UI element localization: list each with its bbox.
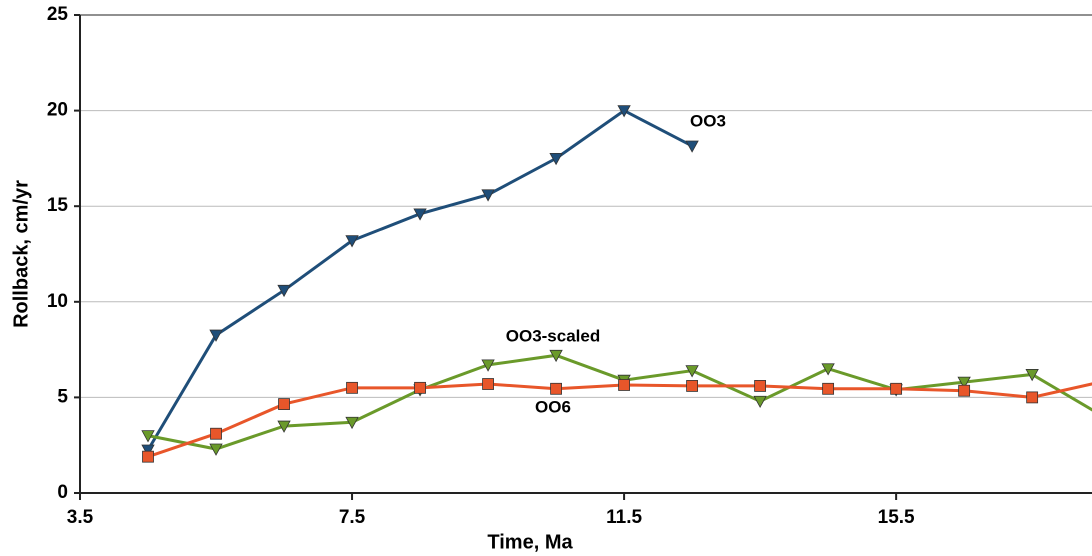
x-tick-label: 3.5 [67, 507, 94, 528]
marker [141, 430, 155, 443]
marker [549, 153, 563, 166]
marker [957, 376, 971, 389]
marker [277, 284, 291, 298]
y-axis-title: Rollback, cm/yr [10, 180, 32, 328]
x-tick-label: 15.5 [878, 507, 915, 528]
marker [890, 382, 903, 395]
labels: OO3 OO3-scaled OO6 [506, 111, 726, 416]
axes: 0 5 10 15 20 25 3.5 7.5 11.5 15.5 [47, 4, 1092, 528]
y-tick-label: 10 [47, 291, 68, 312]
marker [821, 363, 835, 376]
marker [414, 381, 426, 394]
marker [754, 380, 767, 392]
marker [753, 395, 767, 409]
marker [346, 381, 358, 394]
series-line [146, 108, 693, 451]
marker [210, 427, 222, 440]
marker [686, 380, 698, 392]
y-tick-label: 15 [47, 195, 69, 216]
y-tick-label: 25 [47, 4, 69, 25]
marker [1025, 369, 1039, 382]
marker [141, 444, 155, 457]
marker [618, 379, 630, 391]
marker [345, 416, 359, 430]
marker [685, 365, 699, 378]
marker [958, 384, 971, 397]
marker [481, 359, 495, 372]
marker [142, 450, 154, 463]
marker [278, 398, 290, 410]
y-tick-label: 5 [57, 386, 68, 407]
series-label: OO3 [690, 111, 726, 130]
marker [481, 189, 495, 202]
x-axis-title: Time, Ma [487, 531, 573, 553]
series-group [141, 105, 1092, 463]
y-tick-label: 20 [47, 100, 68, 121]
marker [550, 382, 562, 395]
marker [209, 443, 223, 456]
series-line [147, 382, 1092, 459]
marker [345, 235, 359, 248]
x-tick-label: 7.5 [339, 507, 366, 528]
series-label: OO3-scaled [506, 326, 601, 345]
marker [413, 208, 427, 221]
series-label: OO6 [535, 397, 571, 416]
marker [482, 378, 494, 390]
y-tick-label: 0 [57, 482, 68, 503]
grid [80, 14, 1092, 494]
marker [1026, 391, 1039, 404]
marker [549, 349, 563, 363]
marker [209, 329, 223, 342]
marker [685, 140, 699, 153]
x-tick-label: 11.5 [606, 507, 642, 528]
marker [617, 105, 631, 118]
marker [822, 382, 835, 395]
marker [277, 420, 291, 433]
